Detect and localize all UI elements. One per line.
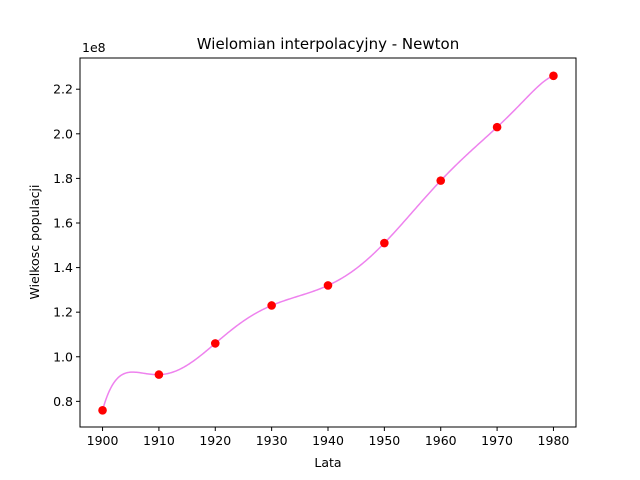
data-point [154, 370, 164, 379]
x-tick-label: 1960 [425, 433, 457, 448]
y-tick-label: 2.0 [53, 126, 73, 141]
data-point [492, 122, 502, 132]
y-tick-label: 1.4 [53, 260, 73, 275]
y-multiplier-label: 1e8 [82, 40, 106, 55]
y-axis-label: Wielkosc populacji [27, 185, 42, 300]
y-tick-label: 2.2 [53, 82, 73, 97]
chart-title: Wielomian interpolacyjny - Newton [197, 35, 459, 53]
data-point [549, 71, 558, 81]
y-tick-label: 0.8 [53, 394, 73, 409]
x-axis-label: Lata [314, 455, 341, 470]
data-point [323, 281, 333, 290]
data-point [210, 339, 220, 348]
y-tick-label: 1.6 [53, 215, 73, 230]
x-tick-label: 1980 [538, 433, 570, 448]
x-tick-label: 1930 [256, 433, 288, 448]
data-point [98, 405, 107, 415]
x-tick-label: 1970 [481, 433, 513, 448]
y-tick-label: 1.2 [53, 305, 73, 320]
y-tick-label: 1.0 [53, 349, 73, 364]
plot-area: 1900 1910 1920 1930 1940 1950 1960 1970 1980 0.8 1… [53, 57, 577, 448]
data-point [267, 301, 276, 310]
y-tick-label: 1.8 [53, 171, 73, 186]
x-tick-label: 1920 [199, 433, 231, 448]
data-point [380, 238, 389, 248]
x-tick-label: 1940 [312, 433, 344, 448]
x-tick-label: 1910 [143, 433, 175, 448]
x-tick-label: 1900 [87, 433, 119, 448]
data-point [436, 176, 446, 185]
x-tick-label: 1950 [368, 433, 400, 448]
